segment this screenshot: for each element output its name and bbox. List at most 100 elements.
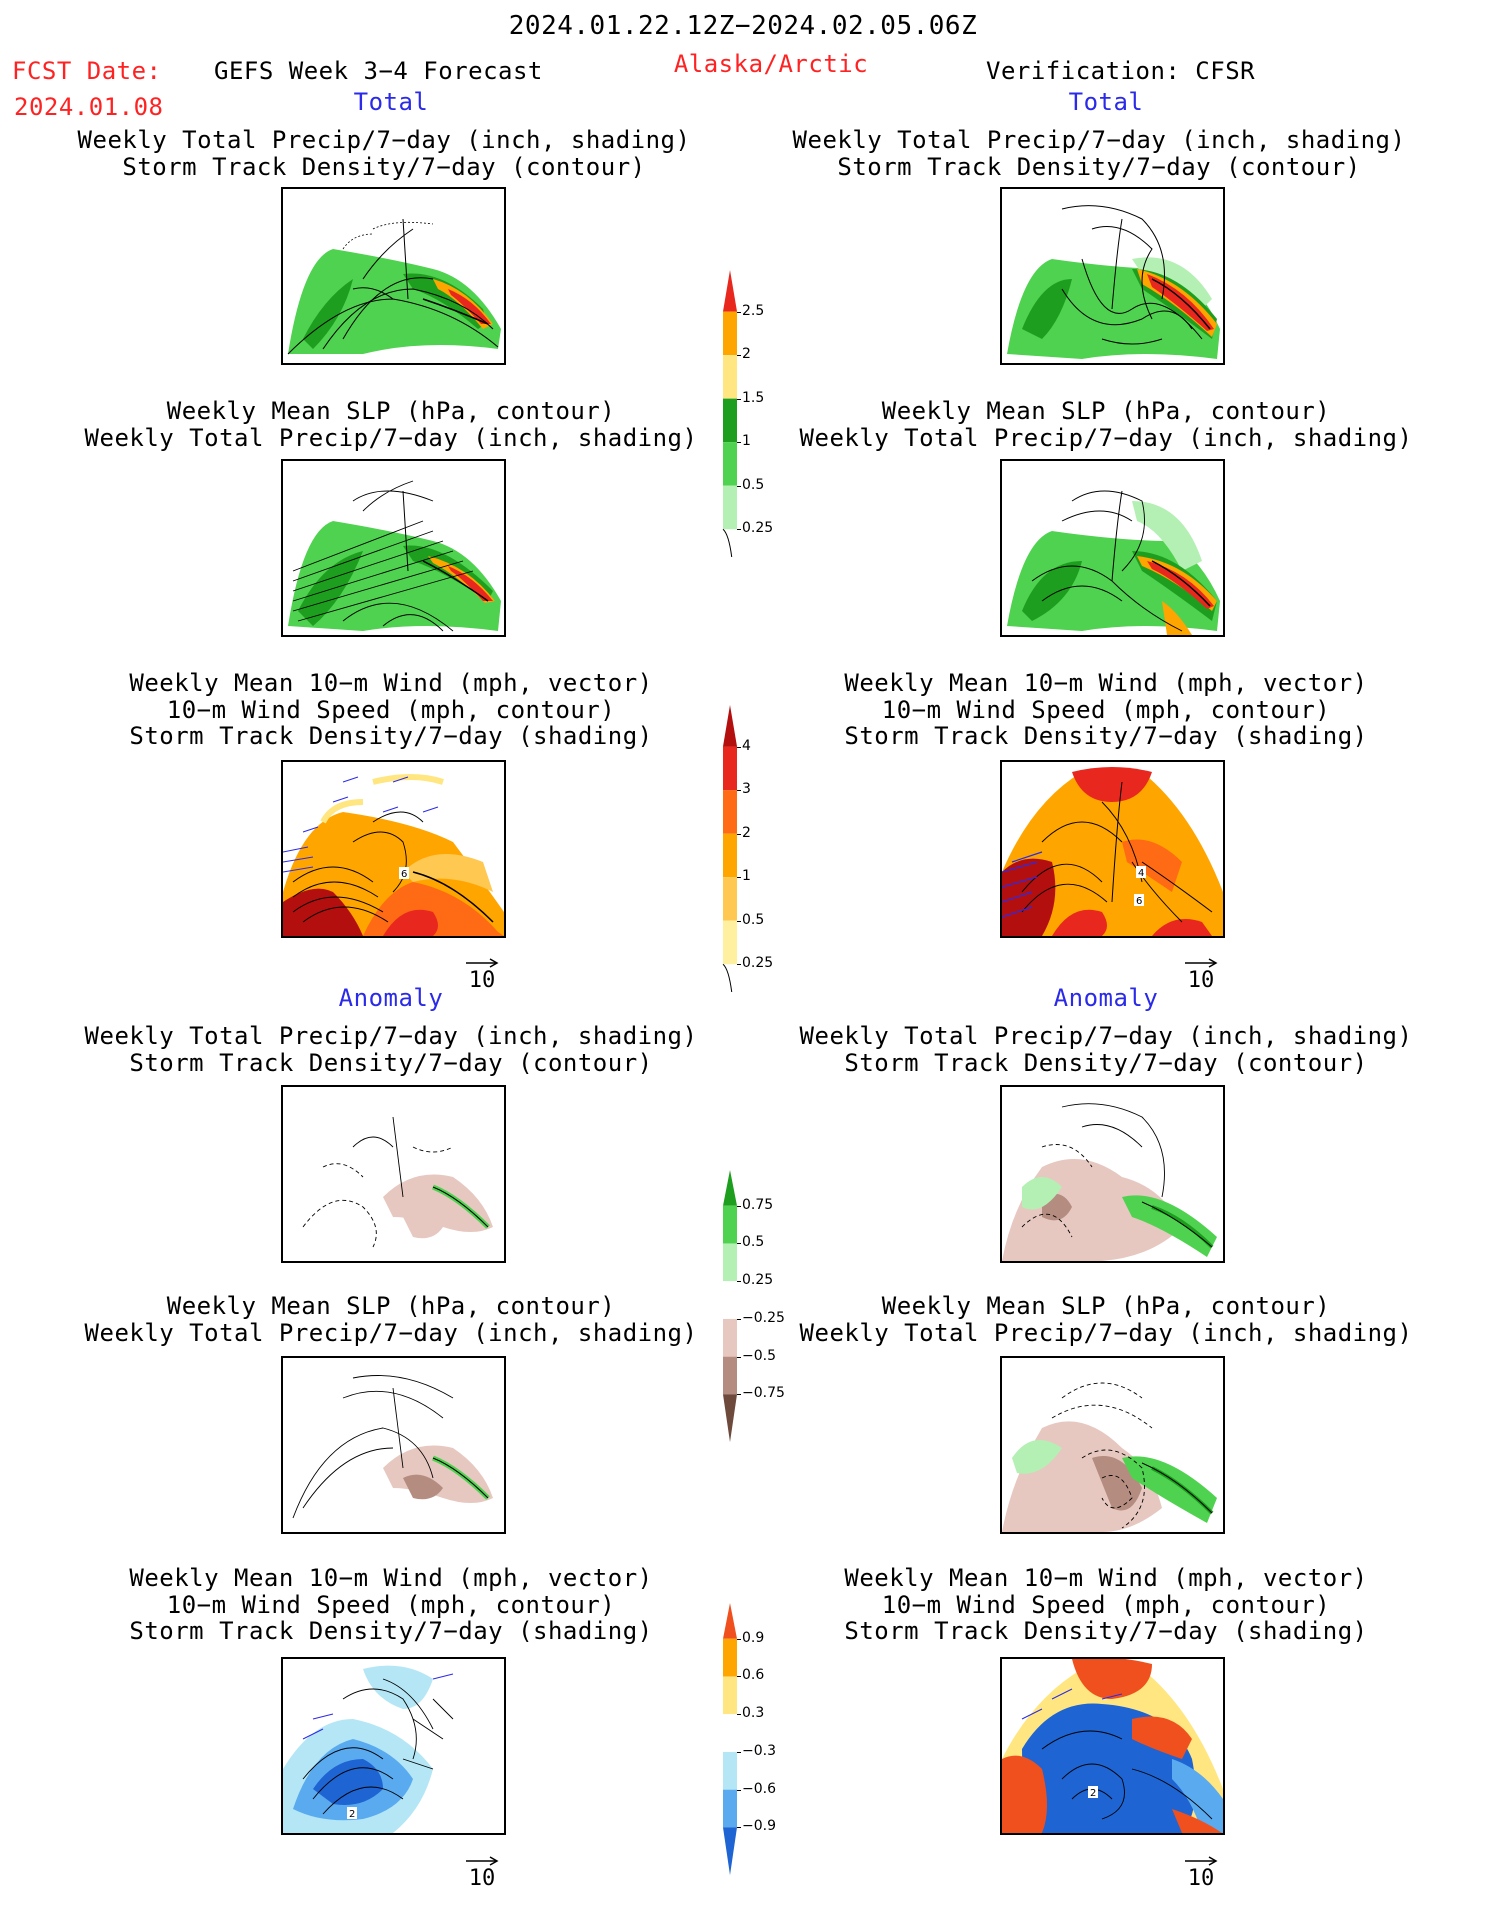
- arrow-right-icon: [466, 1856, 499, 1866]
- colorbar-label: 3: [742, 781, 751, 798]
- colorbar-swatch: [723, 1170, 737, 1206]
- colorbar-swatch: [723, 833, 737, 878]
- map-cfsr-precip-total: [1000, 187, 1225, 365]
- colorbar-swatch: [723, 485, 737, 530]
- colorbar-label: 0.25: [742, 520, 774, 537]
- colorbar-label: −0.6: [742, 1780, 776, 1797]
- panel-title-cfsr-wind-total: Weekly Mean 10−m Wind (mph, vector) 10−m …: [844, 669, 1368, 750]
- map-cfsr-precip-anom-plot: [1002, 1103, 1217, 1261]
- colorbar-svg: [722, 270, 737, 557]
- colorbar-swatch: [723, 1243, 737, 1282]
- section-anomaly-right: Anomaly: [1053, 984, 1159, 1012]
- colorbar-tick: [737, 311, 741, 313]
- colorbar-precip-total: 2.5 2 1.5 1 0.5 0.25: [722, 268, 782, 558]
- colorbar-label: 0.5: [742, 476, 765, 493]
- colorbar-swatch: [723, 790, 737, 834]
- map-fcst-slp-total-plot: [288, 480, 501, 632]
- colorbar-label: −0.5: [742, 1347, 776, 1364]
- date-range-title: 2024.01.22.12Z−2024.02.05.06Z: [508, 11, 978, 41]
- colorbar-swatch: [723, 1356, 737, 1395]
- colorbar-swatch: [723, 1676, 737, 1715]
- colorbar-label: −0.3: [742, 1742, 776, 1759]
- colorbar-tick: [737, 1751, 741, 1753]
- colorbar-swatch: [723, 705, 737, 747]
- panel-title-fcst-precip-total: Weekly Total Precip/7−day (inch, shading…: [77, 126, 691, 181]
- vector-scale-label: 10: [468, 1866, 496, 1891]
- colorbar-tick: [737, 1827, 741, 1829]
- colorbar-swatch: [723, 1205, 737, 1244]
- colorbar-tick: [737, 920, 741, 922]
- map-fcst-precip-total-plot: [283, 209, 504, 363]
- colorbar-tick: [737, 790, 741, 792]
- colorbar-swatch: [723, 355, 737, 399]
- colorbar-tick: [737, 746, 741, 748]
- panel-title-fcst-slp-anom: Weekly Mean SLP (hPa, contour) Weekly Tot…: [84, 1292, 698, 1347]
- map-cfsr-slp-anom: [1000, 1356, 1225, 1534]
- colorbar-label: 1: [742, 433, 751, 450]
- colorbar-precip-anom: 0.75 0.5 0.25 −0.25 −0.5 −0.75: [722, 1168, 785, 1458]
- colorbar-tick: [737, 1205, 741, 1207]
- colorbar-svg: [723, 1603, 737, 1876]
- vector-scale-label: 10: [1187, 1866, 1215, 1891]
- map-fcst-slp-total: [281, 459, 506, 637]
- colorbar-label: 0.9: [742, 1629, 765, 1646]
- colorbar-tick: [737, 833, 741, 835]
- colorbar-tick: [737, 442, 741, 444]
- vector-scale-fcst-anom: 10: [462, 1854, 502, 1894]
- map-cfsr-wind-total-plot: 4 6: [1002, 767, 1223, 936]
- colorbar-swatch: [723, 270, 737, 312]
- colorbar-label: 0.25: [742, 1272, 774, 1289]
- colorbar-swatch: [723, 1281, 737, 1319]
- map-fcst-slp-anom: [281, 1356, 506, 1534]
- panel-title-cfsr-slp-total: Weekly Mean SLP (hPa, contour) Weekly Tot…: [799, 397, 1413, 452]
- colorbar-swatch: [723, 1603, 737, 1639]
- colorbar-label: 4: [742, 737, 751, 754]
- section-total-right: Total: [1068, 88, 1144, 116]
- contour-label-cfsr-wind-total-a: 4: [1138, 868, 1144, 879]
- region-title: Alaska/Arctic: [673, 50, 869, 78]
- panel-title-fcst-precip-anom: Weekly Total Precip/7−day (inch, shading…: [84, 1022, 698, 1077]
- colorbar-tick: [737, 964, 741, 966]
- colorbar-swatch: [723, 877, 737, 921]
- map-cfsr-slp-anom-plot: [1002, 1382, 1217, 1532]
- colorbar-tick: [737, 529, 741, 531]
- colorbar-label: 1.5: [742, 389, 765, 406]
- map-cfsr-wind-total: 4 6: [1000, 760, 1225, 938]
- panel-title-cfsr-precip-total: Weekly Total Precip/7−day (inch, shading…: [792, 126, 1406, 181]
- colorbar-label: 2: [742, 824, 751, 841]
- colorbar-tick: [737, 1638, 741, 1640]
- panel-title-fcst-slp-total: Weekly Mean SLP (hPa, contour) Weekly Tot…: [84, 397, 698, 452]
- colorbar-tick: [737, 1394, 741, 1396]
- colorbar-tick: [737, 1243, 741, 1245]
- colorbar-tick: [737, 1356, 741, 1358]
- colorbar-swatch: [723, 442, 737, 486]
- colorbar-label: 0.5: [742, 911, 765, 928]
- colorbar-swatch: [723, 311, 737, 356]
- fcst-date-value: 2024.01.08: [14, 93, 164, 121]
- panel-title-cfsr-wind-anom: Weekly Mean 10−m Wind (mph, vector) 10−m …: [844, 1564, 1368, 1645]
- colorbar-storm-anom: 0.9 0.6 0.3 −0.3 −0.6 −0.9: [722, 1601, 782, 1891]
- colorbar-tick: [737, 1789, 741, 1791]
- colorbar-tick: [737, 1318, 741, 1320]
- colorbar-label: 0.6: [742, 1667, 765, 1684]
- map-fcst-wind-anom-plot: 2: [283, 1665, 454, 1833]
- contour-label-fcst-wind-total: 6: [401, 869, 407, 880]
- colorbar-label: 0.5: [742, 1234, 765, 1251]
- section-anomaly-left: Anomaly: [338, 984, 444, 1012]
- colorbar-tick: [737, 398, 741, 400]
- colorbar-label: 0.3: [742, 1705, 765, 1722]
- contour-label-cfsr-wind-anom: 2: [1090, 1788, 1096, 1799]
- vector-scale-cfsr-total: 10: [1181, 956, 1221, 996]
- colorbar-svg: [723, 1170, 737, 1443]
- colorbar-swatch: [723, 1751, 737, 1790]
- map-cfsr-slp-total: [1000, 459, 1225, 637]
- colorbar-swatch: [723, 920, 737, 965]
- map-fcst-precip-total: [281, 187, 506, 365]
- verification-title: Verification: CFSR: [986, 57, 1256, 85]
- colorbar-label: 2.5: [742, 302, 765, 319]
- colorbar-swatch: [723, 1789, 737, 1828]
- panel-title-fcst-wind-total: Weekly Mean 10−m Wind (mph, vector) 10−m …: [129, 669, 653, 750]
- colorbar-label: 1: [742, 868, 751, 885]
- map-fcst-precip-anom: [281, 1085, 506, 1263]
- contour-label-fcst-wind-anom: 2: [349, 1809, 355, 1820]
